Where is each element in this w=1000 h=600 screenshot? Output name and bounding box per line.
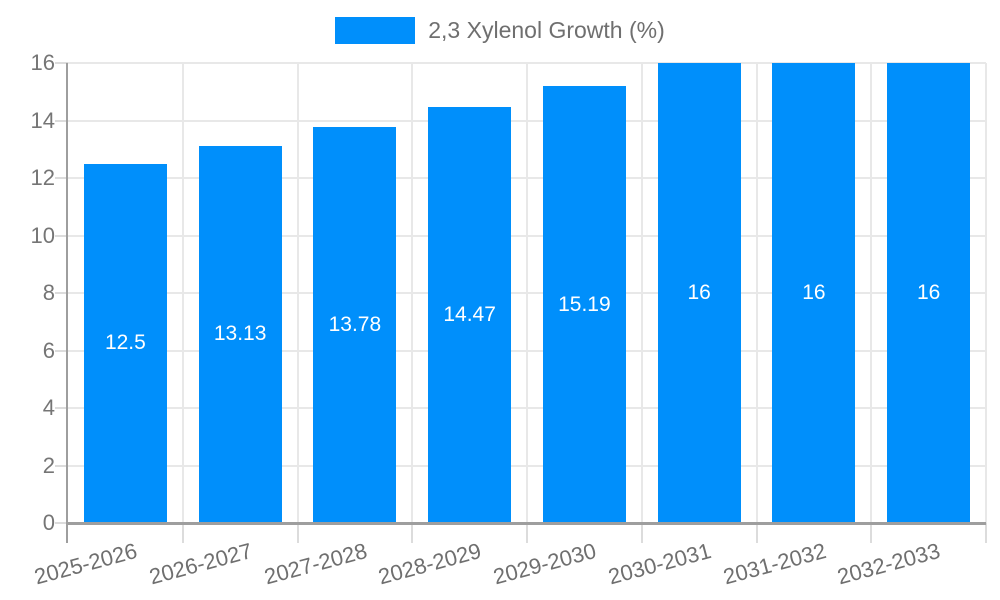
y-axis-tick-label: 6 xyxy=(42,337,55,363)
x-axis-tick xyxy=(640,523,643,543)
y-axis-tick-label: 4 xyxy=(42,395,55,420)
y-axis-tick xyxy=(55,407,68,409)
x-axis-tick xyxy=(870,523,873,543)
bar-value-label: 15.19 xyxy=(558,292,611,316)
bar[interactable] xyxy=(198,145,282,523)
bar[interactable] xyxy=(83,163,167,523)
v-gridline xyxy=(526,63,528,523)
bar[interactable] xyxy=(657,63,741,523)
y-axis-tick xyxy=(55,464,68,467)
bar[interactable] xyxy=(313,126,397,523)
bar-value-label: 13.13 xyxy=(213,322,267,346)
y-axis-tick xyxy=(55,119,68,122)
y-axis-tick xyxy=(55,292,68,294)
x-axis-category-label: 2032-2033 xyxy=(834,538,944,590)
x-axis-tick xyxy=(526,523,528,543)
legend-swatch-icon xyxy=(335,16,416,44)
x-axis-tick xyxy=(296,523,299,543)
bar[interactable] xyxy=(428,106,512,523)
y-axis-tick-label: 12 xyxy=(30,165,55,190)
y-axis-tick xyxy=(55,62,68,64)
v-gridline xyxy=(870,63,873,523)
bar-value-label: 16 xyxy=(802,281,826,304)
bar-value-label: 16 xyxy=(916,281,941,304)
x-axis-category-label: 2025-2026 xyxy=(31,538,140,590)
v-gridline xyxy=(640,63,643,523)
v-gridline xyxy=(985,63,987,523)
bar-value-label: 12.5 xyxy=(104,331,146,355)
v-gridline xyxy=(181,63,184,523)
x-axis-category-label: 2031-2032 xyxy=(720,538,829,590)
x-axis-category-label: 2026-2027 xyxy=(146,538,255,590)
legend-label: 2,3 Xylenol Growth (%) xyxy=(428,16,665,43)
bar[interactable] xyxy=(887,63,971,523)
y-axis-tick-label: 14 xyxy=(30,107,55,133)
y-axis-line xyxy=(66,63,68,543)
y-axis-tick xyxy=(55,177,68,179)
chart-legend[interactable]: 2,3 Xylenol Growth (%) xyxy=(0,15,1000,45)
x-axis-tick xyxy=(755,523,758,543)
y-axis-tick xyxy=(55,349,68,352)
y-axis-tick xyxy=(55,522,68,524)
v-gridline xyxy=(411,63,414,523)
y-axis-tick-label: 2 xyxy=(42,452,55,478)
bar-value-label: 13.78 xyxy=(328,312,382,336)
x-axis-tick xyxy=(181,523,184,543)
bar-value-label: 16 xyxy=(687,281,711,304)
v-gridline xyxy=(755,63,758,523)
x-axis-category-label: 2030-2031 xyxy=(605,538,714,590)
y-axis-tick-label: 16 xyxy=(30,50,55,75)
x-axis-category-label: 2028-2029 xyxy=(375,538,485,590)
y-axis-tick-label: 10 xyxy=(30,222,55,248)
x-axis-category-label: 2027-2028 xyxy=(261,538,370,590)
bar[interactable] xyxy=(542,86,626,523)
v-gridline xyxy=(296,63,299,523)
x-axis-category-label: 2029-2030 xyxy=(490,538,599,590)
y-axis-tick xyxy=(55,234,68,237)
y-axis-tick-label: 0 xyxy=(42,510,55,535)
bar-value-label: 14.47 xyxy=(443,302,496,326)
bar[interactable] xyxy=(772,63,856,523)
x-axis-tick xyxy=(411,523,414,543)
x-axis-tick xyxy=(985,523,987,543)
x-axis-baseline xyxy=(66,522,986,525)
y-axis-tick-label: 8 xyxy=(42,280,55,305)
